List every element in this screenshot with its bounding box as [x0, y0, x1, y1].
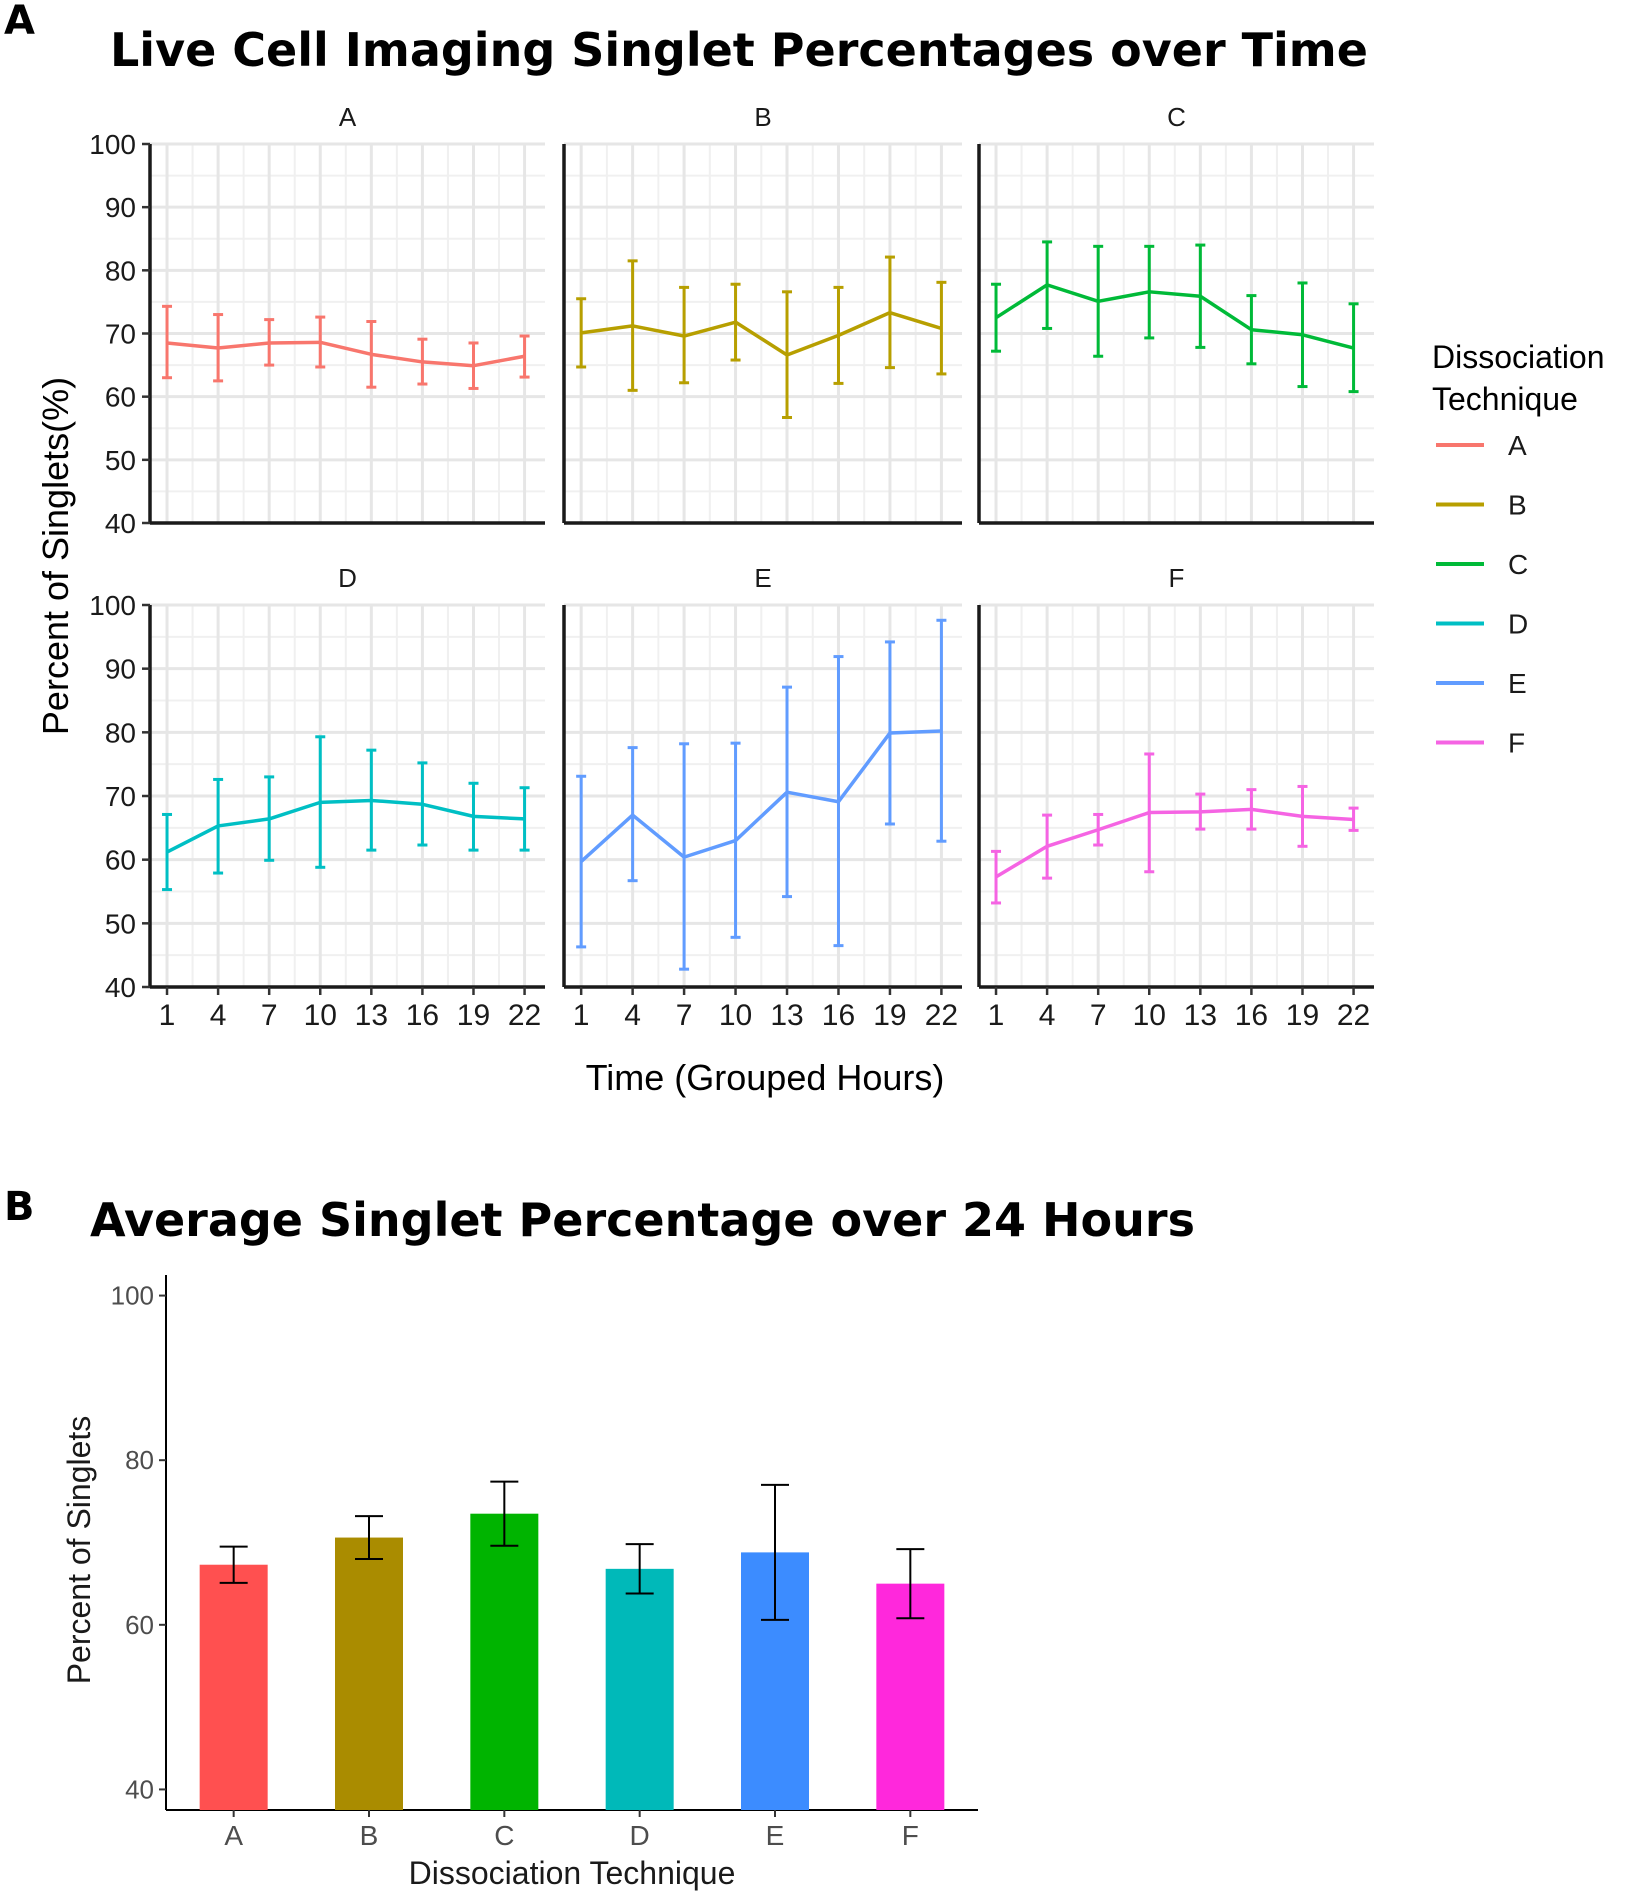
- bar-y-tick-label: 40: [125, 1774, 154, 1804]
- legend-title-line1: Dissociation: [1432, 339, 1605, 375]
- x-tick-label: 4: [624, 999, 641, 1032]
- x-tick-label: 22: [1337, 999, 1370, 1032]
- x-tick-label: 19: [1286, 999, 1319, 1032]
- y-tick-label: 70: [105, 781, 136, 812]
- x-tick-label: 16: [406, 999, 439, 1032]
- panel-b-x-axis-title: Dissociation Technique: [409, 1855, 736, 1891]
- x-tick-label: 10: [1133, 999, 1166, 1032]
- legend-label-E: E: [1508, 668, 1527, 699]
- y-tick-label: 60: [105, 382, 136, 413]
- y-tick-label: 90: [105, 654, 136, 685]
- bar-y-tick-label: 100: [111, 1281, 154, 1311]
- facet-D: D 40 50 60 70 80 90 100 1 4 7 10 13 16 19 22: [89, 563, 545, 1032]
- x-tick-label: 4: [210, 999, 227, 1032]
- x-tick-label: 1: [159, 999, 176, 1032]
- legend-label-C: C: [1508, 549, 1528, 580]
- facet-strip-label: D: [338, 563, 357, 593]
- facet-E: E 1 4 7 10 13 16 19 22: [562, 563, 962, 1032]
- x-tick-label: 22: [925, 999, 958, 1032]
- x-tick-label: 1: [988, 999, 1005, 1032]
- bar-y-tick-label: 60: [125, 1610, 154, 1640]
- legend-label-D: D: [1508, 609, 1528, 640]
- bar-D: [605, 1568, 674, 1810]
- x-tick-label: 7: [1090, 999, 1107, 1032]
- x-tick-label: 22: [508, 999, 541, 1032]
- bar-x-tick-label: F: [902, 1820, 919, 1851]
- bar-B: [335, 1537, 403, 1810]
- legend-label-A: A: [1508, 430, 1527, 461]
- bar-chart: 40 60 80 100 A B C D E F: [111, 1275, 978, 1851]
- panel-b-title: Average Singlet Percentage over 24 Hours: [90, 1193, 1195, 1247]
- facet-strip-label: F: [1169, 563, 1185, 593]
- x-tick-label: 7: [261, 999, 278, 1032]
- x-tick-label: 10: [304, 999, 337, 1032]
- facet-A: A 40 50 60 70 80 90 100: [89, 102, 545, 539]
- panel-a-letter: A: [4, 0, 35, 44]
- facet-strip-label: B: [754, 102, 771, 132]
- series-line-B: [580, 310, 942, 357]
- x-tick-label: 10: [719, 999, 752, 1032]
- panel-b-letter: B: [4, 1184, 35, 1230]
- facet-F: F 1 4 7 10 13 16 19 22: [977, 563, 1374, 1032]
- bar-y-tick-label: 80: [125, 1445, 154, 1475]
- bar-x-tick-label: B: [360, 1820, 379, 1851]
- series-line-F: [995, 807, 1354, 879]
- x-tick-label: 13: [1184, 999, 1217, 1032]
- series-line-D: [166, 798, 525, 854]
- series-line-C: [995, 283, 1355, 350]
- bar-x-tick-label: D: [630, 1820, 650, 1851]
- y-tick-label: 70: [105, 319, 136, 350]
- series-line-E: [579, 729, 942, 863]
- panel-a-y-axis-title: Percent of Singlets(%): [35, 377, 76, 735]
- y-tick-label: 100: [89, 129, 136, 160]
- y-tick-label: 100: [89, 590, 136, 621]
- bar-x-tick-label: C: [494, 1820, 514, 1851]
- y-tick-label: 50: [105, 908, 136, 939]
- x-tick-label: 19: [457, 999, 490, 1032]
- panel-b-y-axis-title: Percent of Singlets: [61, 1416, 97, 1685]
- facet-strip-label: E: [754, 563, 771, 593]
- legend-title-line2: Technique: [1432, 381, 1578, 417]
- x-tick-label: 1: [573, 999, 590, 1032]
- bar-A: [199, 1564, 268, 1810]
- facet-strip-label: A: [339, 102, 357, 132]
- facet-grid: A 40 50 60 70 80 90 100 B C D 40 50 60 70 80 90 100 1 4 7 10 1…: [89, 102, 1374, 1032]
- y-tick-label: 90: [105, 192, 136, 223]
- legend-label-F: F: [1508, 728, 1525, 759]
- y-tick-label: 80: [105, 255, 136, 286]
- x-tick-label: 16: [1235, 999, 1268, 1032]
- y-tick-label: 40: [105, 508, 136, 539]
- facet-B: B: [562, 102, 962, 525]
- bar-F: [876, 1583, 945, 1810]
- x-tick-label: 7: [676, 999, 693, 1032]
- x-tick-label: 4: [1039, 999, 1056, 1032]
- legend-label-B: B: [1508, 490, 1527, 521]
- series-line-A: [166, 340, 525, 368]
- bar-C: [470, 1513, 539, 1810]
- x-tick-label: 13: [355, 999, 388, 1032]
- x-tick-label: 13: [770, 999, 803, 1032]
- panel-a-x-axis-title: Time (Grouped Hours): [586, 1057, 945, 1098]
- bar-x-tick-label: E: [766, 1820, 785, 1851]
- x-tick-label: 16: [822, 999, 855, 1032]
- facet-C: C: [977, 102, 1374, 525]
- panel-a-title: Live Cell Imaging Singlet Percentages ov…: [110, 23, 1368, 77]
- bar-x-tick-label: A: [224, 1820, 243, 1851]
- x-tick-label: 19: [873, 999, 906, 1032]
- y-tick-label: 60: [105, 845, 136, 876]
- y-tick-label: 80: [105, 717, 136, 748]
- y-tick-label: 40: [105, 972, 136, 1003]
- y-tick-label: 50: [105, 445, 136, 476]
- facet-strip-label: C: [1167, 102, 1186, 132]
